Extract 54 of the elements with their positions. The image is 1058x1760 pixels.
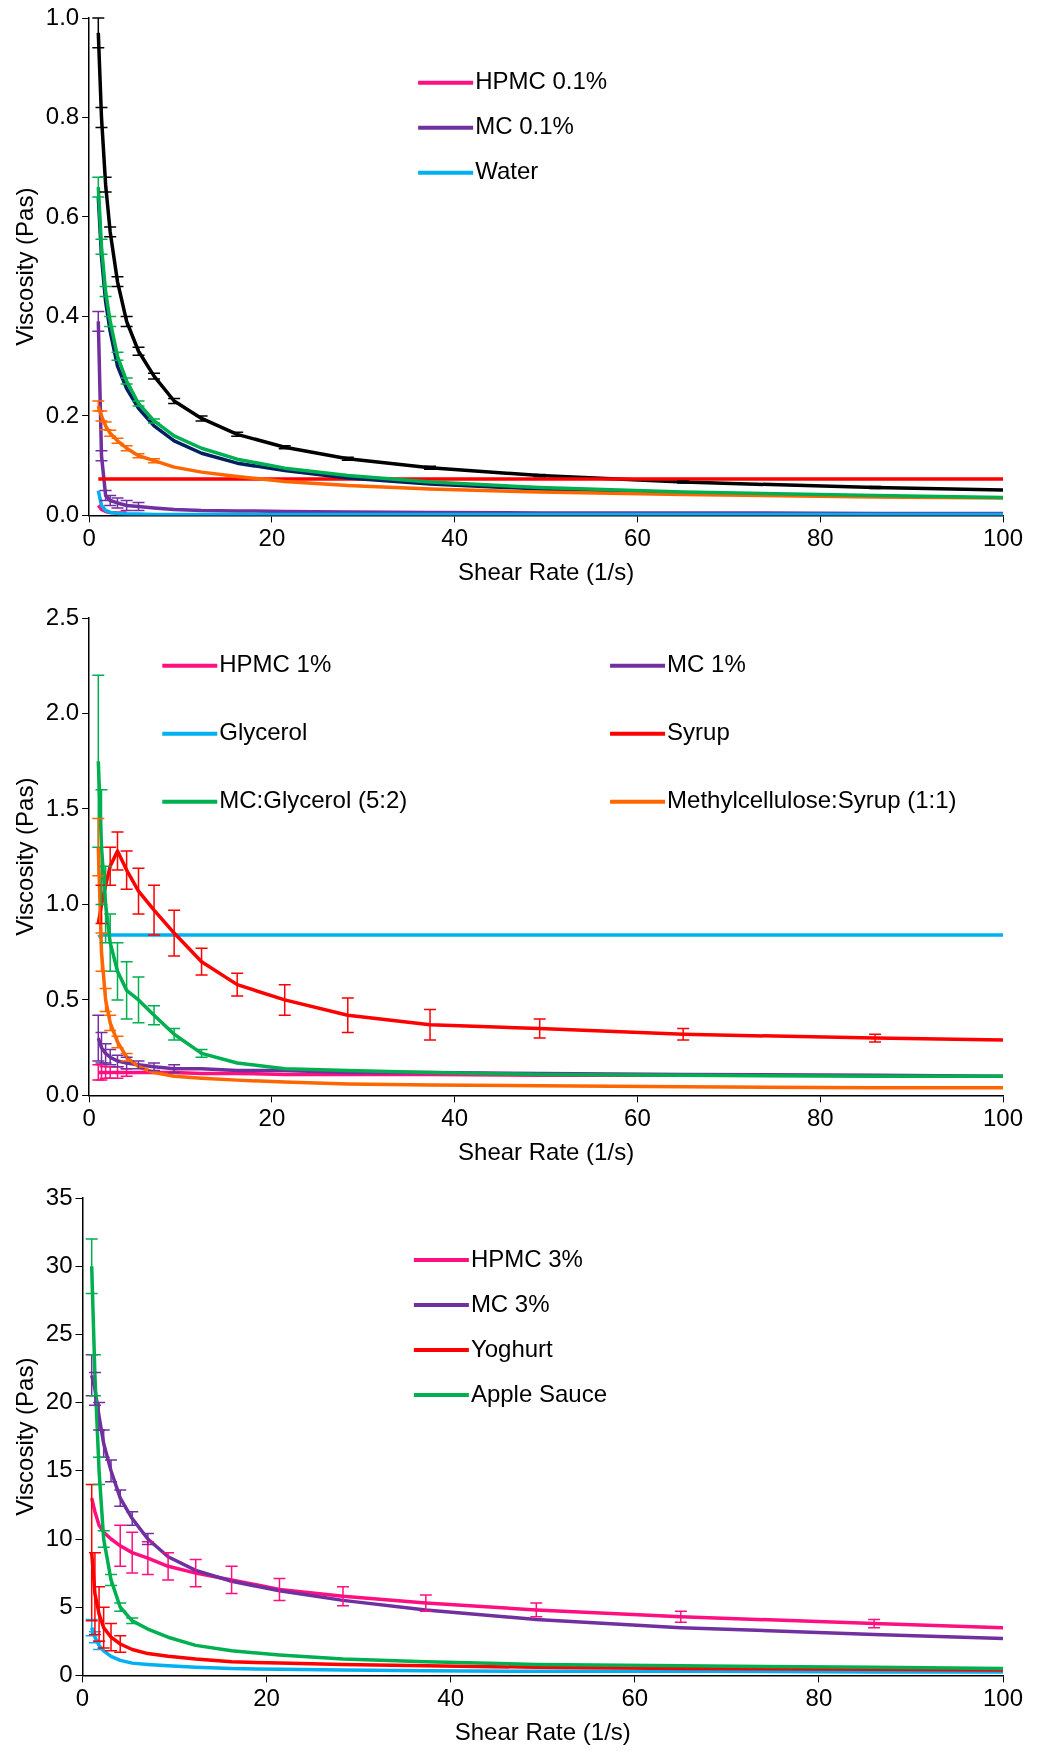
legend-label: Syrup (667, 718, 730, 746)
y-tick-label: 0.5 (45, 984, 80, 1012)
y-axis-title: Viscosity (Pas) (11, 777, 39, 936)
x-tick-label: 100 (982, 1104, 1024, 1132)
y-tick-label: 1.0 (45, 2, 80, 30)
x-tick-label: 20 (258, 524, 286, 552)
x-tick-label: 60 (621, 1684, 649, 1712)
y-tick-label: 1.0 (45, 889, 80, 917)
x-tick-label: 40 (437, 1684, 465, 1712)
x-tick-label: 80 (806, 524, 834, 552)
legend-label: Glycerol (219, 718, 308, 746)
legend-label: Yoghurt (470, 1334, 554, 1362)
x-tick-label: 40 (441, 524, 469, 552)
y-tick-label: 0.0 (45, 500, 80, 528)
legend-label: HPMC 0.1% (475, 67, 608, 95)
y-tick-label: 2.5 (45, 602, 80, 630)
x-axis-title: Shear Rate (1/s) (458, 558, 635, 586)
y-axis-title: Viscosity (Pas) (11, 1357, 39, 1516)
legend-label: Methylcellulose:Syrup (1:1) (667, 786, 957, 814)
legend-label: MC:Glycerol (5:2) (219, 786, 408, 814)
y-tick-label: 35 (45, 1182, 73, 1210)
y-tick-label: 30 (45, 1250, 73, 1278)
y-tick-label: 5 (59, 1591, 73, 1619)
x-axis-title: Shear Rate (1/s) (454, 1718, 631, 1746)
legend-label: Apple Sauce (470, 1379, 607, 1407)
y-axis-title: Viscosity (Pas) (11, 187, 39, 346)
y-tick-label: 1.5 (45, 793, 80, 821)
y-tick-label: 20 (45, 1387, 73, 1415)
y-tick-label: 2.0 (45, 698, 80, 726)
legend-label: Water (475, 157, 539, 185)
y-tick-label: 0.8 (45, 102, 80, 130)
legend-label: MC 3% (470, 1289, 550, 1317)
x-tick-label: 80 (805, 1684, 833, 1712)
legend-label: MC 1% (667, 650, 746, 678)
y-tick-label: 0.2 (45, 400, 80, 428)
x-tick-label: 80 (806, 1104, 834, 1132)
y-tick-label: 10 (45, 1523, 73, 1551)
y-tick-label: 0.0 (45, 1080, 80, 1108)
y-tick-label: 25 (45, 1319, 73, 1347)
y-tick-label: 0 (59, 1660, 73, 1688)
legend-label: MC 0.1% (475, 112, 574, 140)
x-tick-label: 60 (624, 1104, 651, 1132)
y-tick-label: 15 (45, 1455, 73, 1483)
x-axis-title: Shear Rate (1/s) (458, 1138, 635, 1166)
legend-label: HPMC 1% (219, 650, 332, 678)
x-tick-label: 40 (441, 1104, 469, 1132)
x-tick-label: 60 (624, 524, 651, 552)
x-tick-label: 20 (253, 1684, 280, 1712)
legend-label: HPMC 3% (470, 1244, 583, 1272)
x-tick-label: 100 (982, 1684, 1024, 1712)
x-tick-label: 100 (982, 524, 1024, 552)
y-tick-label: 0.4 (45, 301, 80, 329)
y-tick-label: 0.6 (45, 201, 80, 229)
x-tick-label: 20 (258, 1104, 286, 1132)
